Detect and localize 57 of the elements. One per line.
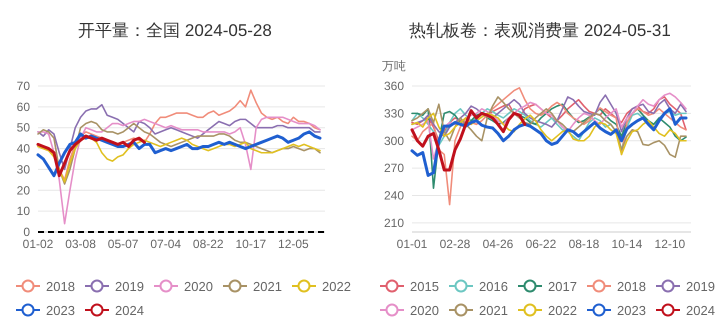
x-tick-label: 07-04: [150, 237, 182, 251]
legend-label: 2016: [479, 279, 508, 294]
line-series: [37, 120, 321, 185]
legend-label: 2019: [686, 279, 715, 294]
legend-label: 2021: [479, 303, 508, 318]
legend-label: 2022: [548, 303, 577, 318]
chart-title: 开平量：全国 2024-05-28: [78, 21, 272, 40]
legend-label: 2018: [617, 279, 646, 294]
y-tick-label: 210: [384, 216, 404, 230]
legend-label: 2023: [617, 303, 646, 318]
legend-label: 2024: [115, 303, 144, 318]
legend-label: 2020: [184, 279, 213, 294]
line-series: [37, 137, 321, 183]
line-series: [37, 104, 321, 170]
legend-label: 2023: [46, 303, 75, 318]
x-tick-label: 01-01: [396, 237, 428, 251]
x-tick-label: 12-05: [278, 237, 310, 251]
x-tick-label: 02-28: [440, 237, 471, 251]
legend-label: 2024: [686, 303, 715, 318]
line-series: [36, 130, 322, 178]
line-series: [411, 87, 687, 206]
y-tick-label: 0: [23, 225, 30, 239]
x-tick-label: 08-18: [568, 237, 600, 251]
y-tick-label: 50: [16, 120, 30, 135]
legend-label: 2018: [46, 279, 75, 294]
line-series: [36, 134, 146, 178]
x-tick-label: 10-17: [235, 237, 266, 251]
x-tick-label: 01-02: [22, 237, 54, 251]
y-tick-label: 270: [384, 161, 404, 176]
y-tick-label: 300: [384, 134, 404, 148]
y-tick-label: 20: [16, 183, 30, 198]
y-tick-label: 360: [384, 79, 404, 93]
line-series: [37, 116, 321, 224]
chart-title: 热轧板卷：表观消费量 2024-05-31: [409, 21, 671, 40]
y-axis-title: 万吨: [382, 59, 406, 73]
y-tick-label: 10: [16, 204, 30, 218]
legend-label: 2021: [253, 279, 282, 294]
legend-label: 2022: [322, 279, 351, 294]
y-tick-label: 40: [16, 142, 30, 156]
legend-label: 2020: [410, 303, 439, 318]
line-series: [410, 109, 526, 172]
x-tick-label: 04-26: [482, 237, 514, 251]
y-tick-label: 70: [16, 79, 30, 93]
y-tick-label: 330: [384, 106, 404, 120]
legend-label: 2017: [548, 279, 577, 294]
y-tick-label: 240: [384, 188, 404, 202]
x-tick-label: 06-22: [526, 237, 557, 251]
legend-label: 2019: [115, 279, 144, 294]
line-series: [410, 107, 688, 177]
x-tick-label: 03-08: [65, 237, 96, 251]
legend-label: 2015: [410, 279, 439, 294]
x-tick-label: 10-14: [612, 237, 643, 251]
x-tick-label: 12-10: [654, 237, 686, 251]
y-tick-label: 60: [16, 100, 30, 114]
x-tick-label: 08-22: [192, 237, 224, 251]
x-tick-label: 05-07: [108, 237, 139, 251]
y-tick-label: 30: [16, 162, 30, 176]
